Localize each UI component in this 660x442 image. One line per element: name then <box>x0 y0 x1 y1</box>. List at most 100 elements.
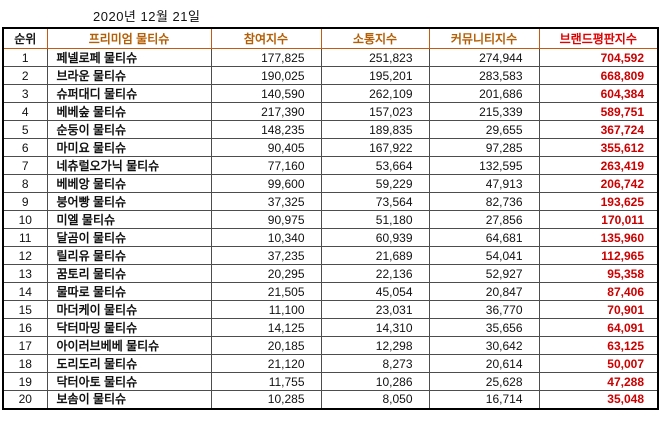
reputation-cell: 193,625 <box>538 192 659 211</box>
brand-cell: 보솜이 물티슈 <box>46 390 212 409</box>
table-row: 8 베베앙 물티슈 99,600 59,229 47,913 206,742 <box>2 174 659 193</box>
rank-cell: 5 <box>2 120 48 139</box>
communication-cell: 251,823 <box>320 48 430 67</box>
reputation-cell: 63,125 <box>538 336 659 355</box>
communication-cell: 59,229 <box>320 174 430 193</box>
table-row: 7 네츄럴오가닉 물티슈 77,160 53,664 132,595 263,419 <box>2 156 659 175</box>
table-row: 18 도리도리 물티슈 21,120 8,273 20,614 50,007 <box>2 354 659 373</box>
communication-cell: 195,201 <box>320 66 430 85</box>
participation-cell: 140,590 <box>210 84 322 103</box>
communication-cell: 51,180 <box>320 210 430 229</box>
brand-cell: 순둥이 물티슈 <box>46 120 212 139</box>
brand-cell: 아이러브베베 물티슈 <box>46 336 212 355</box>
table-row: 14 물따로 물티슈 21,505 45,054 20,847 87,406 <box>2 282 659 301</box>
table-row: 19 닥터아토 물티슈 11,755 10,286 25,628 47,288 <box>2 372 659 391</box>
communication-cell: 12,298 <box>320 336 430 355</box>
brand-cell: 베베숲 물티슈 <box>46 102 212 121</box>
table-row: 16 닥터마밍 물티슈 14,125 14,310 35,656 64,091 <box>2 318 659 337</box>
community-cell: 27,856 <box>428 210 540 229</box>
participation-cell: 77,160 <box>210 156 322 175</box>
header-participation: 참여지수 <box>210 27 322 49</box>
reputation-cell: 668,809 <box>538 66 659 85</box>
reputation-cell: 47,288 <box>538 372 659 391</box>
table-row: 9 붕어빵 물티슈 37,325 73,564 82,736 193,625 <box>2 192 659 211</box>
rank-cell: 10 <box>2 210 48 229</box>
participation-cell: 99,600 <box>210 174 322 193</box>
community-cell: 97,285 <box>428 138 540 157</box>
participation-cell: 90,405 <box>210 138 322 157</box>
reputation-cell: 367,724 <box>538 120 659 139</box>
brand-cell: 페넬로페 물티슈 <box>46 48 212 67</box>
community-cell: 52,927 <box>428 264 540 283</box>
communication-cell: 60,939 <box>320 228 430 247</box>
rank-cell: 16 <box>2 318 48 337</box>
brand-cell: 베베앙 물티슈 <box>46 174 212 193</box>
participation-cell: 217,390 <box>210 102 322 121</box>
participation-cell: 90,975 <box>210 210 322 229</box>
brand-cell: 마더케이 물티슈 <box>46 300 212 319</box>
community-cell: 16,714 <box>428 390 540 409</box>
rank-cell: 3 <box>2 84 48 103</box>
rank-cell: 4 <box>2 102 48 121</box>
communication-cell: 157,023 <box>320 102 430 121</box>
community-cell: 215,339 <box>428 102 540 121</box>
communication-cell: 23,031 <box>320 300 430 319</box>
community-cell: 25,628 <box>428 372 540 391</box>
community-cell: 35,656 <box>428 318 540 337</box>
participation-cell: 37,235 <box>210 246 322 265</box>
communication-cell: 45,054 <box>320 282 430 301</box>
rank-cell: 12 <box>2 246 48 265</box>
reputation-cell: 135,960 <box>538 228 659 247</box>
community-cell: 64,681 <box>428 228 540 247</box>
header-communication: 소통지수 <box>320 27 430 49</box>
rank-cell: 13 <box>2 264 48 283</box>
brand-cell: 닥터아토 물티슈 <box>46 372 212 391</box>
communication-cell: 22,136 <box>320 264 430 283</box>
rank-cell: 19 <box>2 372 48 391</box>
table-row: 4 베베숲 물티슈 217,390 157,023 215,339 589,751 <box>2 102 659 121</box>
community-cell: 283,583 <box>428 66 540 85</box>
participation-cell: 14,125 <box>210 318 322 337</box>
rank-cell: 15 <box>2 300 48 319</box>
rank-cell: 9 <box>2 192 48 211</box>
brand-cell: 물따로 물티슈 <box>46 282 212 301</box>
reputation-cell: 35,048 <box>538 390 659 409</box>
rank-cell: 17 <box>2 336 48 355</box>
table-row: 6 마미요 물티슈 90,405 167,922 97,285 355,612 <box>2 138 659 157</box>
reputation-cell: 589,751 <box>538 102 659 121</box>
community-cell: 132,595 <box>428 156 540 175</box>
brand-cell: 꿈토리 물티슈 <box>46 264 212 283</box>
brand-cell: 브라운 물티슈 <box>46 66 212 85</box>
participation-cell: 10,340 <box>210 228 322 247</box>
brand-cell: 도리도리 물티슈 <box>46 354 212 373</box>
communication-cell: 21,689 <box>320 246 430 265</box>
rank-cell: 11 <box>2 228 48 247</box>
table-row: 5 순둥이 물티슈 148,235 189,835 29,655 367,724 <box>2 120 659 139</box>
header-community: 커뮤니티지수 <box>428 27 540 49</box>
participation-cell: 148,235 <box>210 120 322 139</box>
brand-cell: 달곰이 물티슈 <box>46 228 212 247</box>
brand-cell: 마미요 물티슈 <box>46 138 212 157</box>
table-row: 12 릴리유 물티슈 37,235 21,689 54,041 112,965 <box>2 246 659 265</box>
communication-cell: 8,273 <box>320 354 430 373</box>
communication-cell: 14,310 <box>320 318 430 337</box>
community-cell: 20,614 <box>428 354 540 373</box>
participation-cell: 11,755 <box>210 372 322 391</box>
brand-cell: 네츄럴오가닉 물티슈 <box>46 156 212 175</box>
community-cell: 82,736 <box>428 192 540 211</box>
brand-cell: 슈퍼대디 물티슈 <box>46 84 212 103</box>
brand-cell: 릴리유 물티슈 <box>46 246 212 265</box>
rank-cell: 6 <box>2 138 48 157</box>
reputation-cell: 87,406 <box>538 282 659 301</box>
participation-cell: 177,825 <box>210 48 322 67</box>
table-row: 10 미엘 물티슈 90,975 51,180 27,856 170,011 <box>2 210 659 229</box>
header-brand: 프리미엄 물티슈 <box>46 27 212 49</box>
communication-cell: 189,835 <box>320 120 430 139</box>
report-date: 2020년 12월 21일 <box>93 9 201 24</box>
communication-cell: 262,109 <box>320 84 430 103</box>
reputation-cell: 263,419 <box>538 156 659 175</box>
communication-cell: 167,922 <box>320 138 430 157</box>
participation-cell: 11,100 <box>210 300 322 319</box>
community-cell: 36,770 <box>428 300 540 319</box>
brand-cell: 붕어빵 물티슈 <box>46 192 212 211</box>
